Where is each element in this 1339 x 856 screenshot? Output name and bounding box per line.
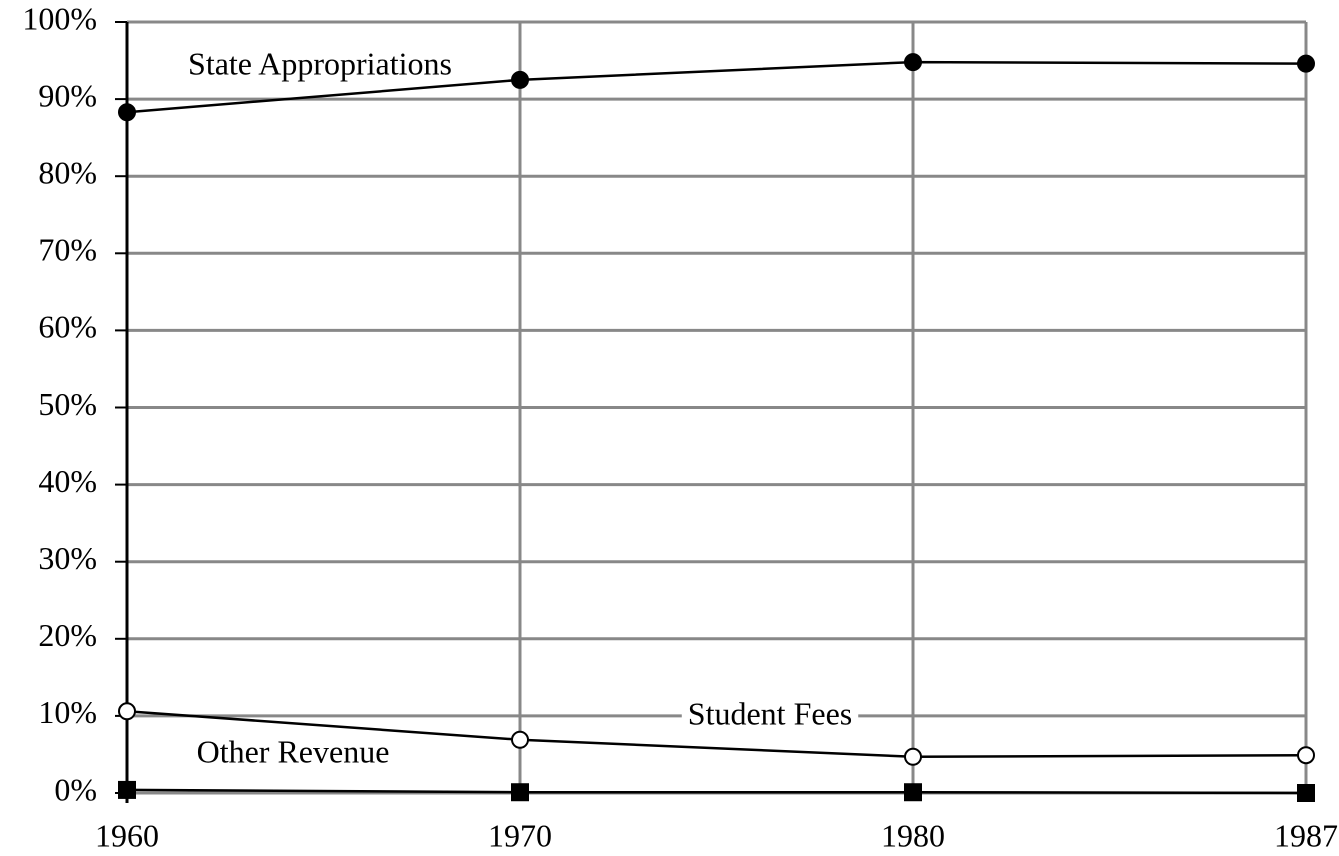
label-background bbox=[182, 45, 458, 82]
series-label: State Appropriations bbox=[188, 45, 452, 81]
marker bbox=[118, 702, 136, 721]
x-tick-label: 1987 bbox=[1274, 817, 1338, 853]
label-background bbox=[190, 733, 396, 770]
marker bbox=[1297, 784, 1315, 802]
y-tick-label: 100% bbox=[22, 0, 97, 36]
y-tick-label: 60% bbox=[38, 309, 97, 345]
series-line bbox=[126, 710, 1307, 759]
marker bbox=[511, 730, 529, 749]
y-tick-label: 50% bbox=[38, 386, 97, 422]
marker bbox=[904, 53, 922, 72]
marker bbox=[1297, 746, 1315, 765]
y-tick-label: 0% bbox=[54, 771, 97, 807]
series-label: Other Revenue bbox=[197, 733, 390, 769]
y-tick-label: 30% bbox=[38, 540, 97, 576]
marker bbox=[118, 103, 136, 122]
marker bbox=[1297, 54, 1315, 73]
y-tick-label: 10% bbox=[38, 694, 97, 730]
y-tick-label: 20% bbox=[38, 617, 97, 653]
marker bbox=[511, 783, 529, 802]
marker bbox=[511, 70, 529, 89]
label-background bbox=[681, 695, 859, 732]
y-tick-label: 80% bbox=[38, 155, 97, 191]
x-tick-label: 1970 bbox=[488, 817, 552, 853]
marker bbox=[904, 747, 922, 766]
x-tick-label: 1960 bbox=[95, 817, 159, 853]
marker bbox=[904, 783, 922, 802]
marker bbox=[118, 780, 136, 799]
y-tick-label: 70% bbox=[38, 232, 97, 268]
series-line bbox=[126, 60, 1307, 114]
y-tick-label: 40% bbox=[38, 463, 97, 499]
series-label: Student Fees bbox=[688, 695, 852, 731]
y-tick-label: 90% bbox=[38, 77, 97, 113]
x-tick-label: 1980 bbox=[881, 817, 945, 853]
series-line bbox=[126, 788, 1307, 795]
